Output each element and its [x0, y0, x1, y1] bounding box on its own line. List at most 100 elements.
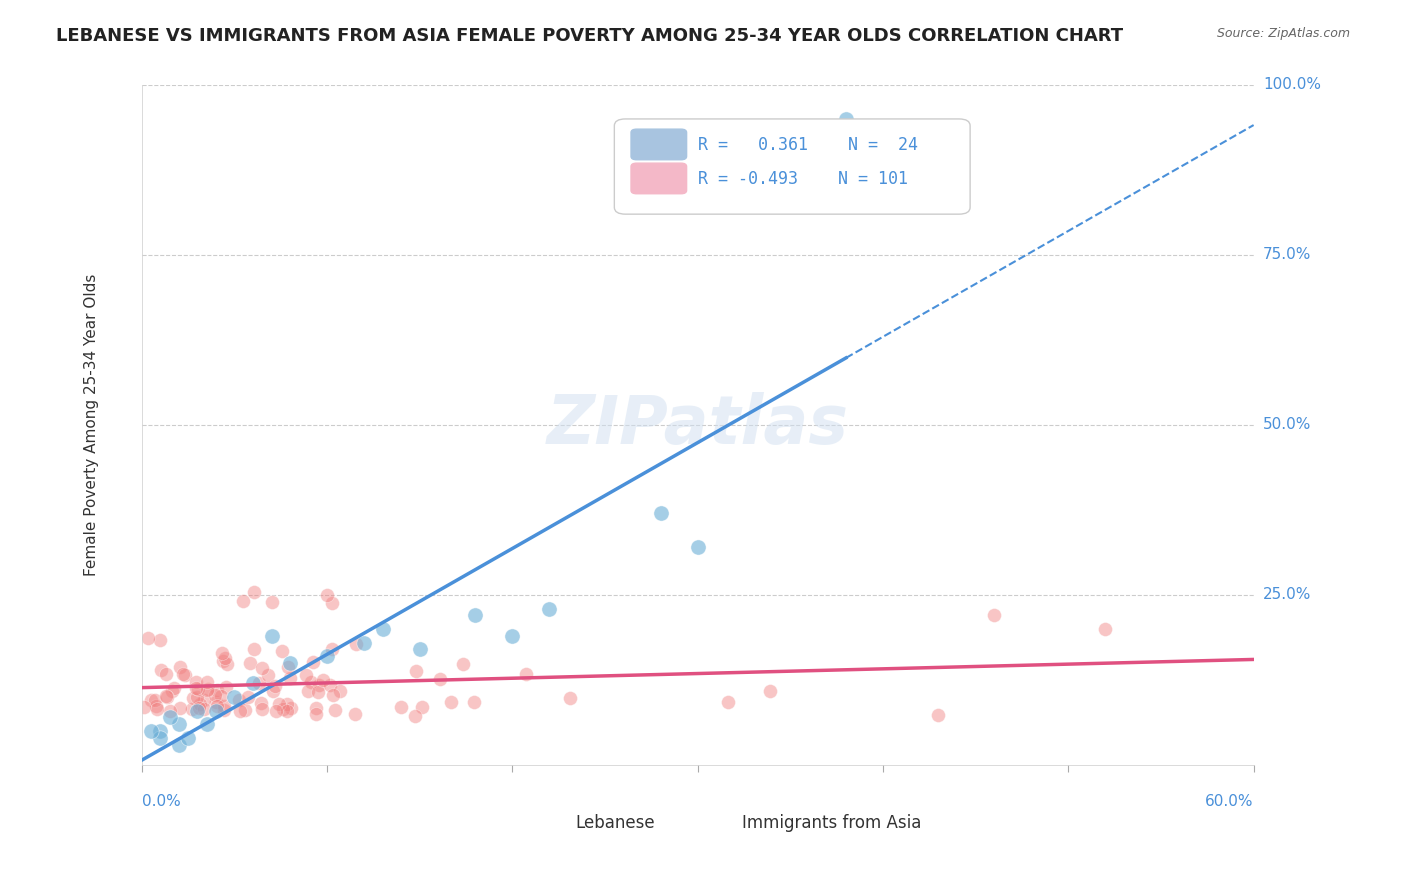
Point: [214, 650, 236, 665]
Point: [186, 690, 208, 704]
Point: [308, 678, 330, 692]
Point: [209, 689, 232, 703]
Point: [184, 681, 207, 695]
Text: R = -0.493    N = 101: R = -0.493 N = 101: [697, 169, 908, 188]
Text: Lebanese: Lebanese: [575, 814, 655, 832]
Point: [247, 676, 270, 690]
Point: [138, 631, 160, 645]
Point: [329, 684, 352, 698]
Point: [172, 666, 194, 681]
Point: [173, 667, 195, 681]
Point: [278, 671, 301, 685]
Point: [344, 637, 367, 651]
Point: [143, 692, 166, 706]
Point: [205, 683, 228, 698]
Point: [212, 699, 235, 714]
Point: [267, 697, 290, 711]
Point: [295, 668, 318, 682]
FancyBboxPatch shape: [527, 811, 568, 835]
Point: [163, 681, 186, 695]
Point: [187, 681, 209, 696]
Point: [271, 702, 294, 716]
Point: [278, 656, 301, 670]
Point: [260, 629, 283, 643]
Point: [264, 679, 287, 693]
Point: [155, 667, 177, 681]
Point: [343, 707, 366, 722]
FancyBboxPatch shape: [631, 163, 686, 194]
Point: [321, 596, 343, 610]
Point: [228, 692, 250, 706]
Point: [186, 704, 208, 718]
Point: [204, 688, 226, 702]
Point: [205, 704, 228, 718]
Point: [319, 678, 342, 692]
Point: [193, 693, 215, 707]
Point: [249, 696, 271, 710]
Text: 75.0%: 75.0%: [1263, 247, 1312, 262]
Point: [411, 700, 433, 714]
Text: 50.0%: 50.0%: [1263, 417, 1312, 433]
Point: [197, 683, 219, 698]
Point: [440, 695, 463, 709]
Text: 0.0%: 0.0%: [142, 794, 180, 809]
Point: [243, 585, 266, 599]
Point: [515, 667, 537, 681]
Point: [139, 692, 162, 706]
Point: [188, 697, 211, 711]
Point: [256, 668, 278, 682]
Point: [305, 706, 328, 721]
Point: [759, 684, 782, 698]
Point: [160, 684, 183, 698]
Point: [322, 688, 344, 702]
Point: [155, 689, 177, 703]
Text: 25.0%: 25.0%: [1263, 588, 1312, 602]
Point: [297, 683, 319, 698]
Point: [280, 700, 302, 714]
Point: [156, 690, 179, 705]
Point: [159, 704, 181, 718]
Point: [195, 717, 218, 731]
Point: [316, 649, 339, 664]
Point: [429, 672, 451, 686]
Point: [224, 690, 246, 704]
Point: [149, 663, 172, 677]
FancyBboxPatch shape: [631, 129, 686, 160]
Point: [409, 642, 432, 657]
Text: Female Poverty Among 25-34 Year Olds: Female Poverty Among 25-34 Year Olds: [84, 274, 100, 576]
Text: Source: ZipAtlas.com: Source: ZipAtlas.com: [1216, 27, 1350, 40]
Point: [835, 112, 858, 126]
Text: LEBANESE VS IMMIGRANTS FROM ASIA FEMALE POVERTY AMONG 25-34 YEAR OLDS CORRELATIO: LEBANESE VS IMMIGRANTS FROM ASIA FEMALE …: [56, 27, 1123, 45]
Point: [316, 588, 339, 602]
Point: [205, 698, 228, 713]
Point: [305, 701, 328, 715]
Text: R =   0.361    N =  24: R = 0.361 N = 24: [697, 136, 918, 153]
Point: [243, 642, 266, 657]
Point: [299, 674, 322, 689]
Point: [232, 594, 254, 608]
Point: [250, 661, 273, 675]
Point: [204, 695, 226, 709]
Point: [252, 702, 274, 716]
Point: [371, 622, 394, 636]
Point: [167, 717, 190, 731]
Point: [404, 709, 426, 723]
Point: [228, 705, 250, 719]
Point: [270, 643, 292, 657]
Point: [325, 703, 347, 717]
Point: [260, 595, 283, 609]
Point: [716, 695, 738, 709]
Point: [145, 702, 167, 716]
Point: [405, 664, 427, 678]
Point: [277, 660, 299, 674]
Point: [264, 704, 287, 718]
Point: [215, 681, 238, 695]
Point: [149, 724, 172, 739]
Point: [463, 695, 485, 709]
Point: [169, 659, 191, 673]
Point: [149, 632, 172, 647]
Point: [239, 657, 262, 671]
Point: [686, 541, 709, 555]
Point: [212, 703, 235, 717]
Point: [145, 699, 167, 714]
